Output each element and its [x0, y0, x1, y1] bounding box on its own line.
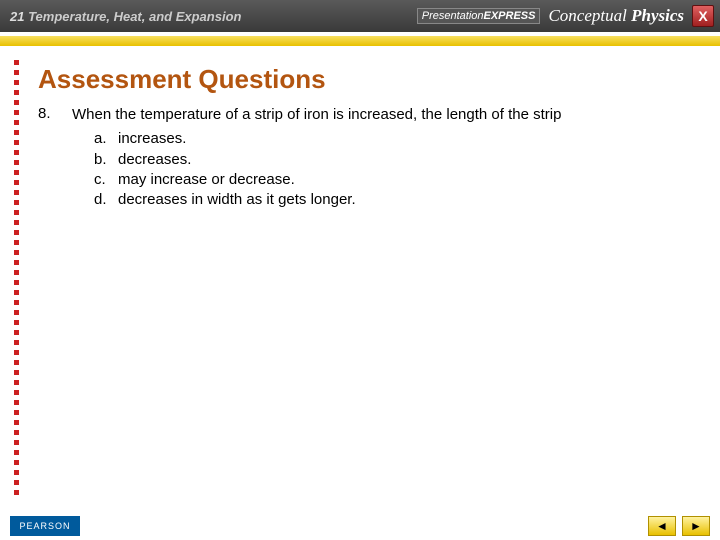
divider-yellow — [0, 36, 720, 46]
left-dot-rail — [14, 60, 24, 500]
option-a: a. increases. — [94, 129, 708, 149]
question-number: 8. — [38, 105, 72, 210]
question-row: 8. When the temperature of a strip of ir… — [38, 105, 708, 210]
nav-arrows: ◄ ► — [648, 516, 710, 536]
chapter-number: 21 — [10, 9, 24, 24]
prev-button[interactable]: ◄ — [648, 516, 676, 536]
close-button[interactable]: X — [692, 5, 714, 27]
presentation-express-logo: PresentationEXPRESS — [417, 8, 541, 24]
top-bar: 21 Temperature, Heat, and Expansion Pres… — [0, 0, 720, 32]
pearson-logo: PEARSON — [10, 516, 80, 536]
next-button[interactable]: ► — [682, 516, 710, 536]
option-d: d. decreases in width as it gets longer. — [94, 190, 708, 210]
bottom-bar: PEARSON ◄ ► — [0, 512, 720, 540]
brand-block: PresentationEXPRESS Conceptual Physics X — [417, 5, 714, 27]
book-title: Conceptual Physics — [548, 6, 684, 26]
options-list: a. increases. b. decreases. c. may incre… — [94, 129, 708, 210]
chapter-name: Temperature, Heat, and Expansion — [28, 9, 241, 24]
option-b: b. decreases. — [94, 150, 708, 170]
question-body: When the temperature of a strip of iron … — [72, 105, 708, 210]
chapter-title: 21 Temperature, Heat, and Expansion — [6, 9, 241, 24]
option-c: c. may increase or decrease. — [94, 170, 708, 190]
question-stem: When the temperature of a strip of iron … — [72, 106, 561, 123]
content-area: Assessment Questions 8. When the tempera… — [38, 64, 708, 210]
section-heading: Assessment Questions — [38, 64, 708, 95]
